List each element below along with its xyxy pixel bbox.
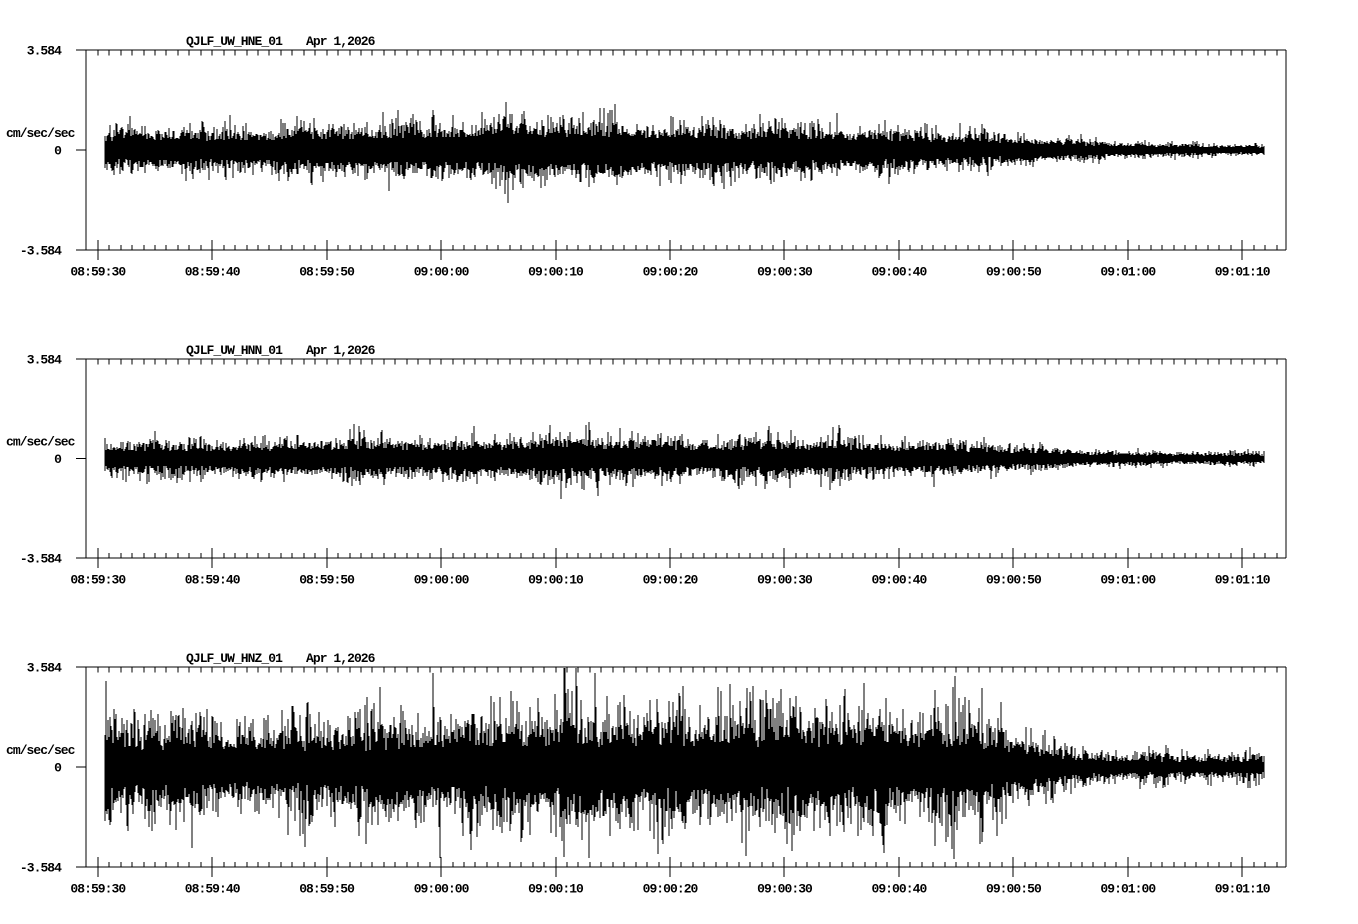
svg-text:QJLF_UW_HNZ_01: QJLF_UW_HNZ_01	[186, 651, 283, 666]
svg-text:0: 0	[54, 144, 62, 159]
svg-text:09:01:10: 09:01:10	[1215, 573, 1271, 588]
svg-text:QJLF_UW_HNN_01: QJLF_UW_HNN_01	[186, 343, 283, 358]
svg-text:Apr 1,2026: Apr 1,2026	[306, 34, 376, 49]
svg-text:-3.584: -3.584	[20, 244, 62, 259]
svg-text:09:00:00: 09:00:00	[414, 573, 470, 588]
svg-text:3.584: 3.584	[27, 353, 62, 368]
svg-text:09:00:10: 09:00:10	[528, 265, 584, 280]
svg-text:09:01:00: 09:01:00	[1100, 265, 1156, 280]
svg-text:Apr 1,2026: Apr 1,2026	[306, 343, 376, 358]
svg-text:09:00:50: 09:00:50	[986, 573, 1042, 588]
svg-text:3.584: 3.584	[27, 44, 62, 59]
svg-text:08:59:40: 08:59:40	[185, 265, 241, 280]
svg-text:08:59:30: 08:59:30	[70, 265, 126, 280]
svg-text:QJLF_UW_HNE_01: QJLF_UW_HNE_01	[186, 34, 283, 49]
svg-text:09:01:10: 09:01:10	[1215, 882, 1271, 897]
svg-text:08:59:40: 08:59:40	[185, 573, 241, 588]
svg-text:09:00:30: 09:00:30	[757, 573, 813, 588]
svg-text:09:01:00: 09:01:00	[1100, 882, 1156, 897]
svg-text:09:00:50: 09:00:50	[986, 882, 1042, 897]
svg-text:09:00:10: 09:00:10	[528, 882, 584, 897]
svg-text:08:59:40: 08:59:40	[185, 882, 241, 897]
svg-text:08:59:30: 08:59:30	[70, 573, 126, 588]
svg-text:08:59:30: 08:59:30	[70, 882, 126, 897]
svg-text:09:01:00: 09:01:00	[1100, 573, 1156, 588]
svg-text:cm/sec/sec: cm/sec/sec	[6, 126, 76, 141]
svg-text:-3.584: -3.584	[20, 861, 62, 876]
svg-text:08:59:50: 08:59:50	[299, 265, 355, 280]
svg-text:09:00:50: 09:00:50	[986, 265, 1042, 280]
svg-text:08:59:50: 08:59:50	[299, 882, 355, 897]
svg-text:09:00:00: 09:00:00	[414, 265, 470, 280]
svg-text:09:00:40: 09:00:40	[871, 265, 927, 280]
svg-text:3.584: 3.584	[27, 661, 62, 676]
svg-text:0: 0	[54, 452, 62, 467]
svg-text:09:00:20: 09:00:20	[643, 573, 699, 588]
svg-text:Apr 1,2026: Apr 1,2026	[306, 651, 376, 666]
svg-text:09:00:00: 09:00:00	[414, 882, 470, 897]
svg-text:09:00:20: 09:00:20	[643, 265, 699, 280]
svg-text:-3.584: -3.584	[20, 552, 62, 567]
svg-text:0: 0	[54, 761, 62, 776]
svg-text:cm/sec/sec: cm/sec/sec	[6, 434, 76, 449]
svg-text:09:00:30: 09:00:30	[757, 882, 813, 897]
svg-text:09:01:10: 09:01:10	[1215, 265, 1271, 280]
svg-text:09:00:10: 09:00:10	[528, 573, 584, 588]
svg-text:08:59:50: 08:59:50	[299, 573, 355, 588]
svg-text:09:00:40: 09:00:40	[871, 882, 927, 897]
svg-text:09:00:40: 09:00:40	[871, 573, 927, 588]
svg-text:09:00:20: 09:00:20	[643, 882, 699, 897]
svg-text:09:00:30: 09:00:30	[757, 265, 813, 280]
svg-text:cm/sec/sec: cm/sec/sec	[6, 743, 76, 758]
